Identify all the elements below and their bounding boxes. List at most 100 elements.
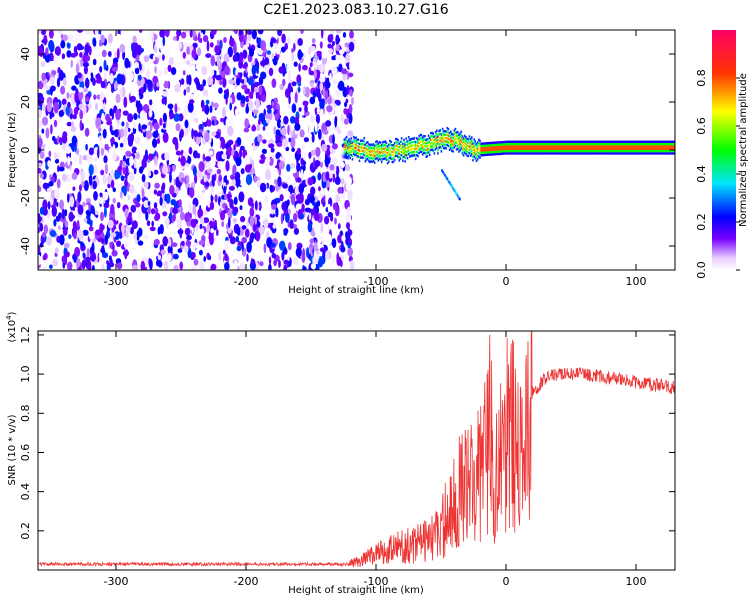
spectrogram-cell [368, 146, 370, 149]
spectrogram-cell [569, 152, 571, 155]
spectrogram-cell [220, 53, 224, 59]
spectrogram-cell [624, 152, 626, 155]
spectrogram-cell [592, 152, 595, 155]
spectrogram-cell [582, 152, 584, 155]
spectrogram-cell [626, 145, 629, 148]
spectrogram-cell [95, 229, 102, 236]
spectrogram-cell [614, 145, 617, 148]
spectrogram-cell [410, 138, 412, 141]
spectrogram-cell [124, 179, 128, 188]
spectrogram-cell [548, 140, 550, 143]
spectrogram-cell [488, 141, 491, 145]
spectrogram-cell [261, 148, 267, 154]
spectrogram-cell [555, 152, 557, 155]
spectrogram-cell [373, 158, 376, 161]
spectrogram-cell [380, 147, 383, 150]
spectrogram-cell [323, 30, 326, 40]
spectrogram-cell [378, 157, 381, 161]
spectrogram-cell [647, 152, 650, 155]
spectrogram-cell [309, 70, 314, 76]
spectrogram-cell [653, 152, 656, 155]
spectrogram-cell [419, 137, 422, 140]
spectrogram-cell [483, 142, 486, 145]
spectrogram-cell [494, 148, 496, 151]
spectrogram-cell [466, 151, 468, 154]
spectrogram-cell [605, 152, 608, 155]
spectrogram-cell [673, 145, 675, 148]
spectrogram-cell [278, 160, 285, 170]
spectrogram-cell [589, 147, 591, 150]
spectrogram-cell [152, 75, 159, 84]
spectrogram-cell [132, 42, 137, 52]
spectrogram-cell [322, 129, 329, 135]
spectrogram-cell [97, 148, 100, 159]
spectrogram-cell [584, 142, 587, 146]
spectrogram-cell [636, 147, 638, 150]
spectrogram-cell [382, 144, 384, 147]
spectrogram-cell [380, 150, 383, 153]
spectrogram-cell [396, 137, 398, 141]
spectrogram-cell [618, 149, 621, 153]
spectrogram-cell [469, 147, 472, 151]
spectrogram-cell [560, 149, 562, 153]
spectrogram-cell [258, 85, 263, 96]
spectrogram-cell [163, 67, 169, 75]
spectrogram-cell [562, 147, 564, 150]
spectrogram-cell [369, 154, 371, 157]
spectrogram-cell [633, 140, 636, 143]
spectrogram-cell [87, 159, 93, 166]
spectrogram-cell [541, 142, 543, 146]
spectrogram-cell [471, 153, 473, 156]
spectrogram-cell [101, 245, 105, 255]
spectrogram-cell [314, 160, 321, 167]
spectrogram-cell [667, 142, 670, 146]
spectrogram-cell [332, 79, 338, 85]
spectrogram-cell [181, 177, 186, 183]
spectrogram-cell [423, 141, 425, 145]
spectrogram-cell [70, 59, 73, 68]
spectrogram-cell [448, 131, 451, 135]
spectrogram-cell [581, 142, 583, 146]
spectrogram-cell [271, 78, 277, 88]
spectrogram-cell [514, 152, 516, 155]
spectrogram-cell [508, 149, 511, 153]
spectrogram-cell [103, 68, 107, 80]
spectrogram-cell [536, 140, 539, 143]
spectrogram-cell [293, 257, 299, 265]
spectrogram-cell [388, 153, 390, 157]
spectrogram-cell [384, 157, 387, 160]
spectrogram-cell [134, 67, 140, 75]
spectrogram-cell [309, 96, 316, 105]
spectrogram-cell [432, 149, 434, 152]
spectrogram-cell [503, 150, 506, 153]
spectrogram-cell [108, 237, 114, 242]
spectrogram-cell [388, 147, 390, 150]
spectrogram-cell [647, 145, 650, 148]
spectrogram-cell [460, 130, 463, 133]
spectrogram-cell [521, 147, 523, 150]
spectrogram-cell [454, 127, 457, 131]
spectrogram-cell [383, 147, 385, 150]
spectrogram-cell [443, 130, 445, 133]
spectrogram-cell [502, 145, 505, 148]
spectrogram-cell [78, 87, 84, 93]
spectrogram-cell [369, 160, 371, 164]
spectrogram-cell [619, 149, 622, 153]
spectrogram-cell [483, 151, 486, 154]
spectrogram-xtick-label: -200 [234, 275, 259, 288]
spectrogram-cell [127, 194, 131, 201]
spectrogram-cell [542, 152, 544, 155]
spectrogram-cell [112, 124, 116, 131]
spectrogram-cell [115, 33, 122, 44]
spectrogram-cell [365, 145, 368, 148]
spectrogram-cell [384, 153, 387, 157]
spectrogram-cell [155, 90, 160, 96]
spectrogram-cell [88, 147, 94, 156]
spectrogram-cell [619, 145, 622, 148]
spectrogram-cell [576, 147, 578, 150]
spectrogram-cell [530, 147, 533, 150]
spectrogram-cell [310, 149, 317, 156]
spectrogram-cell [627, 142, 630, 146]
spectrogram-cell [481, 151, 484, 155]
spectrogram-cell [59, 221, 64, 229]
